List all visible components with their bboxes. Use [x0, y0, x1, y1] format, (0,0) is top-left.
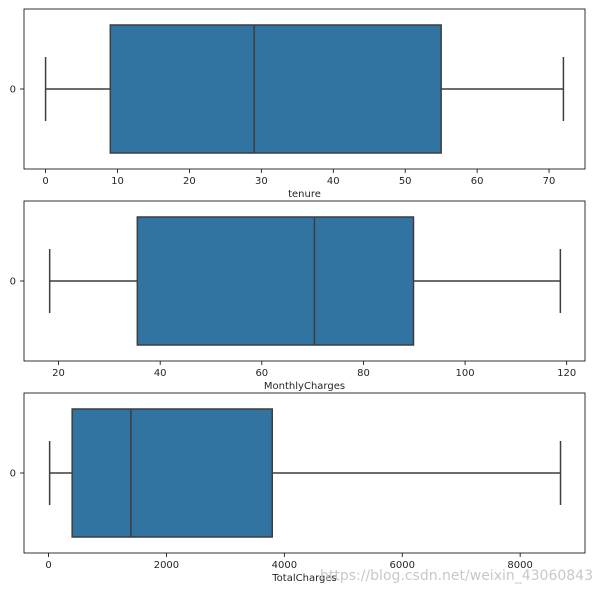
x-tick-label: 80: [357, 368, 370, 379]
x-tick-label: 100: [456, 368, 475, 379]
x-tick-label: 50: [399, 176, 412, 187]
x-tick-label: 120: [557, 368, 576, 379]
x-tick-label: 8000: [507, 560, 532, 571]
watermark-text: https://blog.csdn.net/weixin_43060843: [320, 568, 593, 584]
iqr-box: [71, 408, 274, 538]
x-tick-label: 20: [52, 368, 65, 379]
x-tick-label: 4000: [272, 560, 297, 571]
x-tick-label: 40: [154, 368, 167, 379]
subplot-totalcharges: 0 0 2000 4000 6000 8000 TotalCharges: [10, 392, 586, 584]
x-axis-label: MonthlyCharges: [264, 381, 345, 392]
y-tick-label: 0: [10, 469, 16, 480]
x-tick-label: 6000: [390, 560, 415, 571]
subplot-tenure: 0 0 10 20 30 40 50 60 70 tenure: [10, 8, 586, 200]
x-tick-label: 20: [183, 176, 196, 187]
x-axis-label: TotalCharges: [271, 573, 336, 584]
y-tick-label: 0: [10, 277, 16, 288]
iqr-box: [109, 24, 442, 154]
x-tick-label: 2000: [154, 560, 179, 571]
x-tick-label: 30: [255, 176, 268, 187]
x-tick-label: 10: [111, 176, 124, 187]
y-tick-label: 0: [10, 85, 16, 96]
x-tick-label: 60: [255, 368, 268, 379]
x-tick-label: 60: [471, 176, 484, 187]
subplot-monthlycharges: 0 20 40 60 80 100 120 MonthlyCharges: [10, 200, 586, 392]
x-axis-label: tenure: [288, 189, 321, 200]
x-tick-label: 70: [543, 176, 556, 187]
iqr-box: [136, 216, 415, 346]
x-tick-label: 0: [45, 560, 51, 571]
subplots: 0 0 10 20 30 40 50 60 70 tenure 0 20 40 60 80 100 120 Mon…: [10, 8, 586, 584]
x-tick-label: 0: [42, 176, 48, 187]
x-tick-label: 40: [327, 176, 340, 187]
